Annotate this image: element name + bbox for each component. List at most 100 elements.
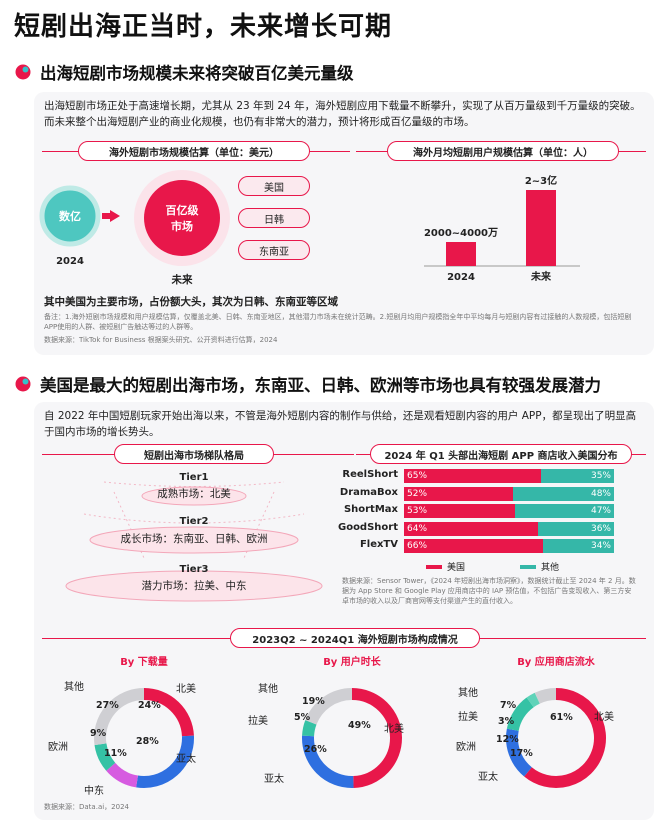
- bar-value-label: 2~3亿: [525, 174, 557, 187]
- app-bar-row: 64% 36%: [404, 521, 614, 536]
- section1-note: 备注：1.海外短剧市场规模和用户规模估算，仅覆盖北美、日韩、东南亚地区，其他潜力…: [44, 313, 632, 331]
- section1-card: 出海短剧市场正处于高速增长期，尤其从 23 年到 24 年，海外短剧应用下载量不…: [34, 92, 654, 355]
- user-bar: [526, 190, 556, 266]
- donut-percent-label: 17%: [510, 748, 533, 759]
- app-name-label: ReelShort: [342, 469, 398, 480]
- tier2-desc: 成长市场：东南亚、日韩、欧洲: [120, 533, 268, 545]
- legend-us: 美国: [426, 560, 465, 573]
- donut-title: By 用户时长: [323, 657, 381, 668]
- small-circle-label: 数亿: [59, 210, 81, 223]
- donut-percent-label: 19%: [302, 696, 325, 707]
- section1-intro: 出海短剧市场正处于高速增长期，尤其从 23 年到 24 年，海外短剧应用下载量不…: [44, 100, 641, 128]
- donut-slice: [143, 688, 194, 737]
- app-bar-row: 53% 47%: [404, 504, 614, 519]
- app-bar-row: 66% 34%: [404, 539, 614, 554]
- section1-summary: 其中美国为主要市场，占份额大头，其次为日韩、东南亚等区域: [44, 296, 338, 308]
- donut-chart: [94, 688, 194, 788]
- tier3-name: Tier3: [179, 564, 209, 575]
- donut-region-label: 欧洲: [48, 742, 68, 753]
- apps-pill: 2024 年 Q1 头部出海短剧 APP 商店收入美国分布: [370, 444, 632, 464]
- other-share-bar: 48%: [513, 486, 614, 501]
- donut-percent-label: 24%: [138, 700, 161, 711]
- composition-pill: 2023Q2 ~ 2024Q1 海外短剧市场构成情况: [230, 628, 480, 648]
- donut-percent-label: 28%: [136, 736, 159, 747]
- tier3-desc: 潜力市场：拉美、中东: [141, 580, 247, 592]
- other-share-bar: 47%: [515, 504, 614, 519]
- app-bar-row: 65% 35%: [404, 469, 614, 483]
- us-share-bar: 52%: [404, 486, 514, 501]
- donut-percent-label: 7%: [500, 700, 517, 711]
- tier1-desc: 成熟市场：北美: [157, 488, 231, 500]
- donut-percent-label: 9%: [90, 728, 107, 739]
- donut-region-label: 其他: [258, 684, 278, 695]
- tier-graphic: [65, 481, 323, 602]
- section1-source: 数据来源：TikTok for Business 根据案头研究、公开资料进行估算…: [44, 336, 278, 344]
- market-size-pill: 海外短剧市场规模估算（单位：美元）: [78, 141, 310, 161]
- donut-slice: [506, 728, 533, 777]
- donut-slice: [524, 688, 606, 788]
- bar-category-label: 未来: [530, 270, 552, 283]
- app-name-label: DramaBox: [339, 486, 398, 498]
- donut-slice: [506, 697, 534, 732]
- bar-value-label: 2000~4000万: [424, 227, 498, 239]
- us-share-bar: 66%: [404, 539, 543, 554]
- composition-source: 数据来源：Data.ai，2024: [44, 803, 129, 811]
- region-tag: 东南亚: [238, 240, 310, 260]
- legend-swatch: [520, 564, 536, 569]
- other-share-bar: 35%: [540, 469, 614, 483]
- page-title: 短剧出海正当时，未来增长可期: [14, 12, 393, 42]
- donut-slice: [534, 688, 557, 704]
- other-share-bar: 36%: [538, 521, 614, 536]
- donut-slice: [351, 688, 402, 788]
- section2-title: 美国是最大的短剧出海市场，东南亚、日韩、欧洲等市场也具有较强发展潜力: [40, 376, 601, 395]
- donut-region-label: 欧洲: [456, 742, 476, 753]
- app-name-label: ShortMax: [343, 504, 398, 516]
- donut-chart: [302, 688, 402, 788]
- big-circle-line2: 市场: [171, 220, 193, 233]
- section2-intro: 自 2022 年中国短剧玩家开始出海以来，不管是海外短剧内容的制作与供给，还是观…: [44, 410, 637, 438]
- tier-pill: 短剧出海市场梯队格局: [114, 444, 274, 464]
- donut-percent-label: 3%: [498, 716, 515, 727]
- donut-region-label: 拉美: [458, 712, 478, 723]
- donut-region-label: 其他: [458, 688, 478, 699]
- user-size-pill: 海外月均短剧用户规模估算（单位：人）: [387, 141, 619, 161]
- donut-slice: [94, 688, 145, 746]
- donut-percent-label: 49%: [348, 720, 371, 731]
- legend-swatch: [426, 564, 442, 569]
- donut-slice: [302, 735, 354, 788]
- us-share-bar: 53%: [404, 504, 516, 519]
- section1-title: 出海短剧市场规模未来将突破百亿美元量级: [40, 64, 354, 83]
- section-bullet-icon: [15, 376, 31, 392]
- apps-note: 数据来源：Sensor Tower，《2024 年短剧出海市场洞察》，数据统计截…: [342, 577, 636, 605]
- small-circle-year: 2024: [56, 256, 84, 267]
- donut-percent-label: 26%: [304, 744, 327, 755]
- region-tag: 日韩: [238, 208, 310, 228]
- donut-slice: [526, 692, 540, 708]
- legend-other: 其他: [520, 560, 559, 573]
- market-circles: [39, 170, 230, 266]
- donut-chart: [506, 688, 606, 788]
- section-bullet-icon: [15, 64, 31, 80]
- donut-percent-label: 11%: [104, 748, 127, 759]
- donut-slice: [302, 720, 317, 737]
- us-share-bar: 64%: [404, 521, 539, 536]
- donut-region-label: 其他: [64, 682, 84, 693]
- donut-region-label: 拉美: [248, 716, 268, 727]
- app-bar-row: 52% 48%: [404, 486, 614, 501]
- donut-region-label: 亚太: [176, 754, 196, 765]
- donut-percent-label: 27%: [96, 700, 119, 711]
- donut-region-label: 北美: [384, 724, 404, 735]
- donut-region-label: 亚太: [478, 772, 498, 783]
- donut-percent-label: 12%: [496, 734, 519, 745]
- app-name-label: GoodShort: [337, 521, 398, 533]
- donut-region-label: 北美: [594, 712, 614, 723]
- donut-slice: [106, 762, 139, 788]
- tier2-name: Tier2: [179, 516, 209, 527]
- app-name-label: FlexTV: [359, 539, 398, 551]
- big-circle-line1: 百亿级: [165, 204, 199, 217]
- section2-card: 自 2022 年中国短剧玩家开始出海以来，不管是海外短剧内容的制作与供给，还是观…: [34, 402, 654, 820]
- legend-label: 其他: [541, 563, 560, 573]
- donut-region-label: 亚太: [264, 774, 284, 785]
- section2-heading: 美国是最大的短剧出海市场，东南亚、日韩、欧洲等市场也具有较强发展潜力: [14, 372, 601, 396]
